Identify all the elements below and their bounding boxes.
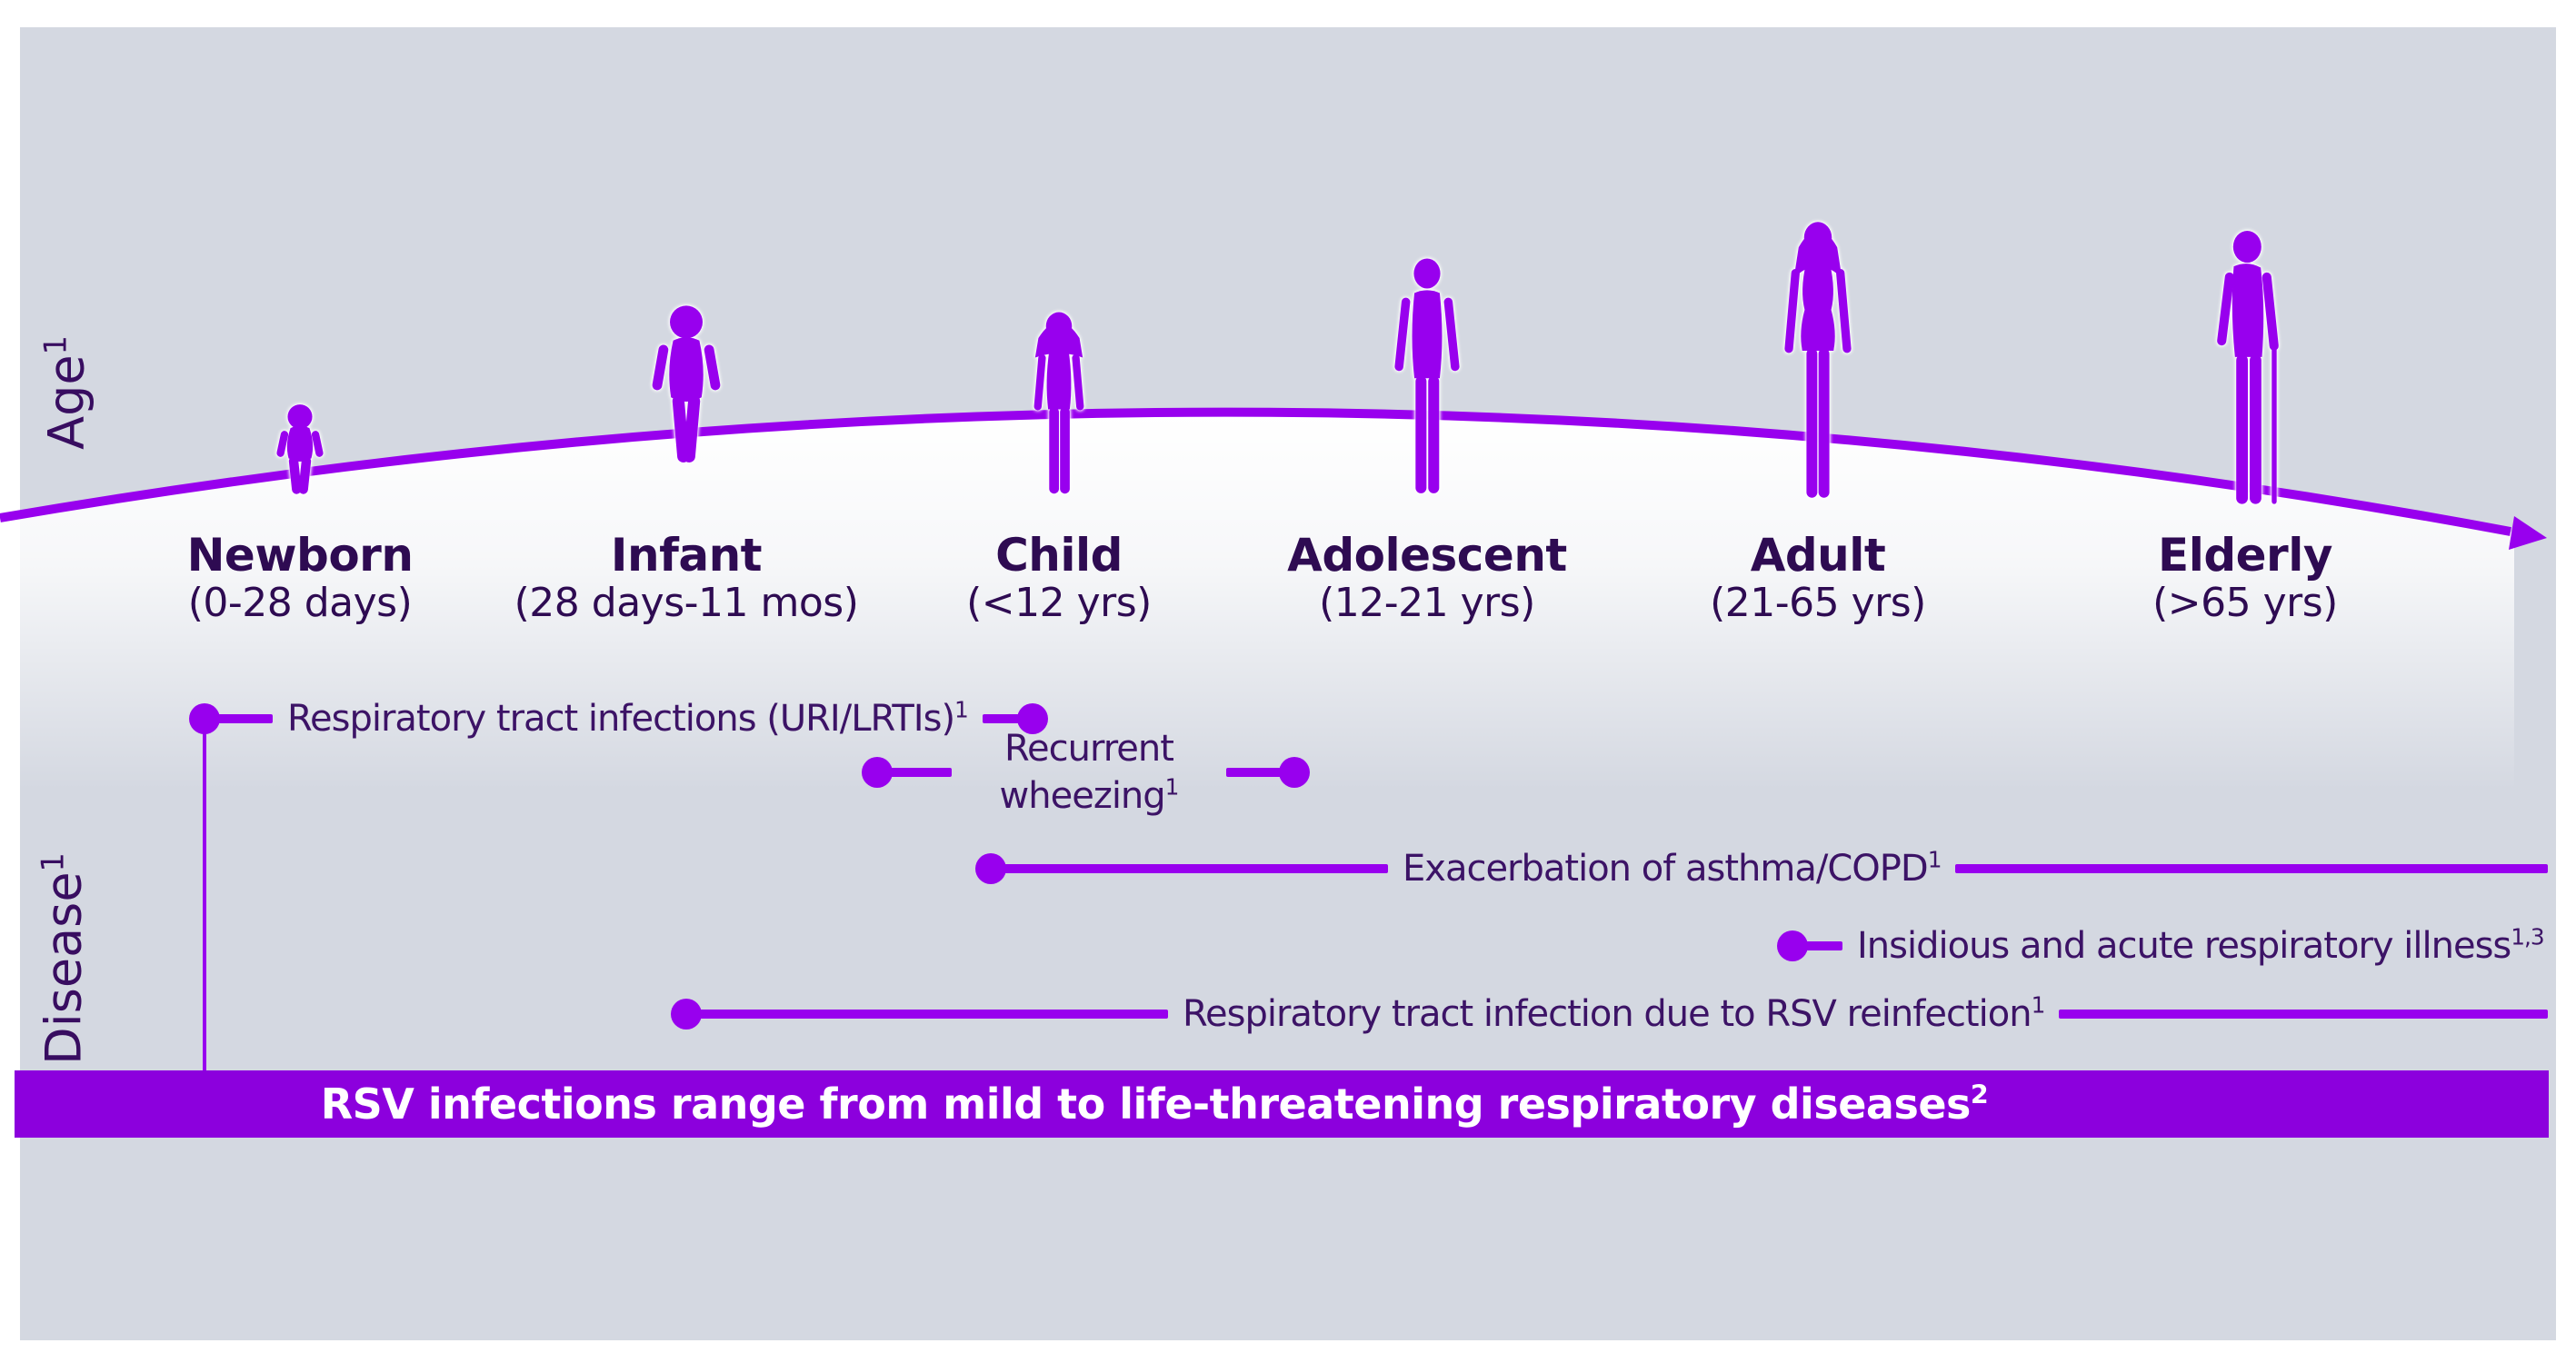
timeline-dot — [1016, 703, 1048, 734]
timeline-segment — [205, 714, 273, 723]
timeline-segment — [1955, 864, 2548, 873]
age-group-name: Newborn — [186, 529, 414, 582]
disease-label: Exacerbation of asthma/COPD1 — [1403, 846, 1942, 890]
age-axis-footnote: 1 — [37, 335, 74, 355]
timeline-segment — [2059, 1010, 2548, 1019]
age-group-elderly: Elderly (>65 yrs) — [2027, 530, 2463, 626]
child-silhouette — [1033, 312, 1084, 494]
disease-label: Recurrent wheezing1 — [999, 728, 1180, 817]
summary-banner-text: RSV infections range from mild to life-t… — [320, 1079, 1989, 1129]
adult-silhouette — [1784, 222, 1852, 498]
age-group-range: (21-65 yrs) — [1710, 580, 1926, 626]
disease-axis-label: Disease1 — [35, 852, 93, 1065]
elderly-with-cane-silhouette — [2217, 231, 2279, 504]
summary-banner: RSV infections range from mild to life-t… — [15, 1070, 2549, 1138]
timeline-segment — [982, 714, 1033, 723]
timeline-segment — [686, 1010, 1168, 1019]
disease-axis-text: Disease — [35, 871, 93, 1065]
newborn-baby-silhouette — [276, 404, 324, 494]
newborn-connector-line — [203, 727, 206, 1070]
disease-label: Respiratory tract infection due to RSV r… — [1183, 991, 2045, 1035]
age-group-adult: Adult (21-65 yrs) — [1600, 530, 2036, 626]
age-group-name: Elderly — [2158, 529, 2332, 582]
background-panel — [20, 27, 2556, 1340]
timeline-segment — [877, 768, 952, 777]
disease-row-uri-lrti: Respiratory tract infections (URI/LRTIs)… — [189, 699, 1048, 739]
age-axis-text: Age — [37, 354, 95, 450]
age-group-newborn: Newborn (0-28 days) — [82, 530, 518, 626]
adolescent-silhouette — [1394, 258, 1460, 493]
age-group-name: Adolescent — [1287, 529, 1567, 582]
age-group-name: Child — [995, 529, 1123, 582]
age-group-range: (0-28 days) — [187, 580, 413, 626]
disease-row-recurrent-wheezing: Recurrent wheezing1 — [862, 725, 1310, 820]
timeline-dot — [1279, 757, 1310, 788]
timeline-segment — [1226, 768, 1294, 777]
disease-row-asthma-copd: Exacerbation of asthma/COPD1 — [975, 849, 2548, 889]
age-group-name: Adult — [1750, 529, 1886, 582]
age-group-range: (28 days-11 mos) — [514, 580, 859, 626]
age-group-infant: Infant (28 days-11 mos) — [468, 530, 904, 626]
age-group-child: Child (<12 yrs) — [841, 530, 1277, 626]
age-group-name: Infant — [610, 529, 763, 582]
age-axis-label: Age1 — [38, 335, 95, 450]
age-group-adolescent: Adolescent (12-21 yrs) — [1209, 530, 1645, 626]
age-group-range: (<12 yrs) — [966, 580, 1152, 626]
age-group-range: (12-21 yrs) — [1319, 580, 1535, 626]
disease-axis-footnote: 1 — [35, 852, 71, 872]
disease-label: Respiratory tract infections (URI/LRTIs)… — [287, 696, 969, 740]
infant-silhouette — [652, 305, 721, 463]
age-group-range: (>65 yrs) — [2152, 580, 2338, 626]
disease-label: Insidious and acute respiratory illness1… — [1857, 923, 2545, 967]
timeline-segment — [991, 864, 1388, 873]
disease-row-insidious-illness: Insidious and acute respiratory illness1… — [1777, 926, 2559, 966]
timeline-segment — [1792, 941, 1842, 950]
disease-row-rsv-reinfection: Respiratory tract infection due to RSV r… — [671, 994, 2548, 1034]
